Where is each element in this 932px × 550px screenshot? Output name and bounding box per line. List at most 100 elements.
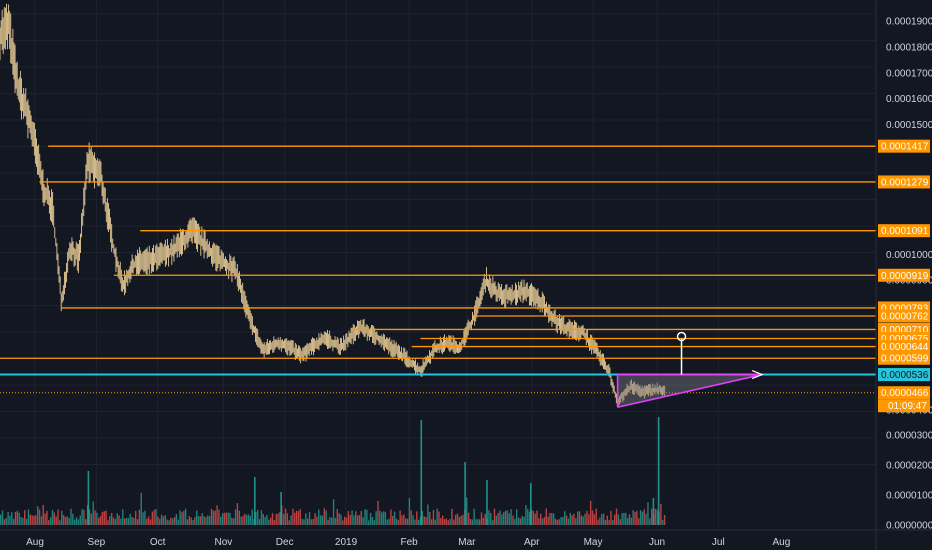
volume-bar [157, 516, 159, 525]
volume-bar [473, 508, 475, 525]
volume-bar [425, 516, 427, 525]
volume-bar [364, 509, 366, 525]
triangle-pattern[interactable] [616, 331, 764, 409]
volume-bar [303, 519, 305, 525]
volume-bar [149, 519, 152, 525]
volume-bar [638, 518, 640, 525]
volume-bar [59, 520, 61, 525]
time-axis[interactable]: Aug Sep Oct Nov Dec 2019 Feb Mar Apr May Jun Jul Aug [0, 529, 932, 548]
volume-bar [288, 520, 290, 525]
triangle-lower-trendline[interactable] [617, 373, 763, 409]
volume-bar [62, 514, 65, 525]
volume-bar [663, 515, 666, 525]
volume-bar [18, 512, 20, 525]
time-tick-label: Feb [400, 537, 418, 548]
volume-bar [417, 519, 420, 525]
volume-bar [399, 510, 401, 525]
volume-bar [368, 520, 370, 525]
volume-bar [486, 480, 488, 525]
volume-bar [294, 512, 296, 525]
volume-bar [467, 512, 470, 525]
volume-bar [295, 510, 298, 525]
arrow-head-icon[interactable] [751, 370, 764, 380]
volume-bar [521, 516, 523, 525]
volume-bar [338, 513, 340, 525]
volume-bar [214, 510, 216, 525]
current-price-tag: 0.0000536 [881, 370, 929, 381]
volume-bar [617, 514, 620, 525]
volume-bar [564, 511, 566, 525]
volume-bar [1, 510, 4, 525]
volume-bar [360, 510, 363, 525]
volume-bar [362, 517, 364, 525]
volume-bar [321, 515, 324, 525]
volume-bar [639, 510, 642, 525]
volume-bar [528, 511, 531, 525]
volume-bar [575, 518, 577, 525]
last-price-tag-bg [878, 386, 930, 400]
volume-bar [133, 518, 135, 525]
volume-bar [46, 510, 48, 525]
volume-bar [434, 519, 436, 525]
volume-bar [443, 519, 446, 525]
time-tick-label: 2019 [335, 537, 358, 548]
volume-bar [382, 511, 385, 525]
price-tick-label: 0.0001800 [886, 42, 932, 53]
volume-bar [31, 515, 33, 525]
volume-bar [441, 515, 444, 525]
volume-bar [347, 511, 350, 525]
volume-bar [650, 508, 653, 525]
level-price-tag: 0.0000919 [881, 271, 929, 282]
volume-bar [634, 511, 636, 525]
volume-bar [210, 508, 213, 525]
volume-bar [103, 511, 105, 525]
volume-bar [266, 515, 268, 525]
volume-bar [186, 519, 189, 525]
volume-bar [349, 514, 351, 525]
volume-bar [51, 509, 54, 525]
volume-bar [270, 517, 272, 525]
volume-bar [175, 513, 178, 525]
volume-bar [632, 510, 634, 525]
volume-bar [601, 513, 603, 525]
volume-bar [197, 515, 200, 525]
volume-bar [619, 519, 621, 525]
volume-bar [24, 510, 26, 525]
volume-bar [116, 513, 118, 525]
level-price-tag-bg [878, 175, 930, 189]
volume-bar [501, 514, 503, 525]
volume-bar [301, 518, 303, 525]
volume-bar [392, 515, 394, 525]
volume-bar [55, 516, 57, 525]
volume-bar [66, 516, 68, 525]
volume-bar [7, 512, 9, 525]
volume-bar [429, 512, 431, 525]
volume-bar [151, 511, 154, 525]
target-circle-icon[interactable] [676, 331, 687, 342]
volume-bar [268, 519, 270, 525]
volume-bar [44, 513, 46, 525]
volume-bar [284, 508, 287, 525]
volume-bar [654, 508, 657, 525]
volume-bar [306, 518, 309, 525]
volume-bar [628, 514, 631, 525]
volume-bar [83, 509, 85, 525]
volume-bar [588, 514, 590, 525]
volume-bar [125, 518, 128, 525]
volume-bar [85, 519, 87, 525]
volume-bar [179, 510, 181, 525]
volume-bar [275, 513, 277, 525]
volume-bar [558, 519, 560, 525]
volume-bar [540, 513, 542, 525]
volume-bar [292, 508, 294, 525]
volume-bar [610, 510, 612, 525]
volume-bar [90, 513, 93, 525]
volume-bar [515, 509, 518, 525]
volume-bar [122, 509, 124, 525]
volume-bar [312, 519, 314, 525]
volume-bar [168, 520, 170, 525]
volume-bar [184, 508, 187, 525]
volume-bar [625, 512, 627, 525]
price-tick-label: 0.0001900 [886, 16, 932, 27]
